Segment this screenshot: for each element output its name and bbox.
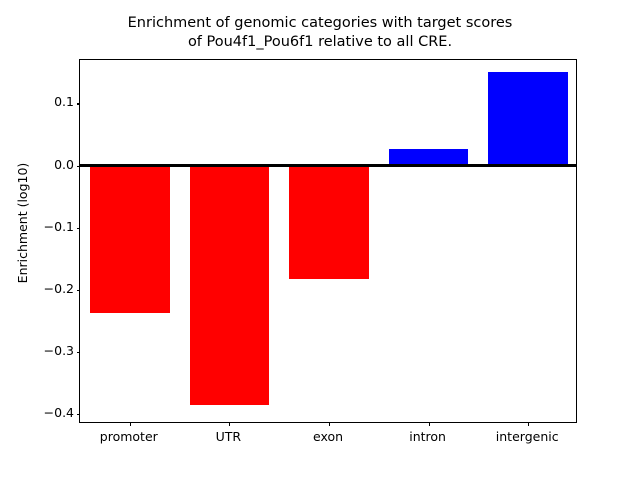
x-tick-mark bbox=[428, 422, 430, 426]
y-tick-label: −0.4 bbox=[43, 405, 74, 421]
x-tick-label-intron: intron bbox=[409, 429, 446, 444]
y-axis-title: Enrichment (log10) bbox=[15, 162, 30, 284]
y-tick-label: 0.1 bbox=[54, 94, 74, 110]
y-tick-label: −0.1 bbox=[43, 218, 74, 234]
y-tick-mark bbox=[76, 351, 80, 354]
y-tick-mark bbox=[76, 165, 80, 167]
x-tick-mark bbox=[329, 422, 331, 426]
x-tick-mark bbox=[129, 422, 131, 426]
zero-reference-line bbox=[80, 164, 576, 167]
plot-area bbox=[80, 60, 576, 422]
y-axis-tick-labels: 0.1 0.0 −0.1 −0.2 −0.3 −0.4 bbox=[0, 0, 74, 480]
y-tick-label: 0.0 bbox=[54, 156, 74, 172]
x-tick-mark bbox=[229, 422, 231, 426]
y-tick-mark bbox=[76, 289, 80, 291]
y-tick-label: −0.2 bbox=[43, 280, 74, 296]
chart-title: Enrichment of genomic categories with ta… bbox=[127, 15, 513, 50]
bar-intron bbox=[388, 149, 469, 166]
x-tick-mark bbox=[528, 422, 530, 426]
x-tick-label-UTR: UTR bbox=[215, 429, 242, 444]
bar-UTR bbox=[189, 165, 270, 406]
x-tick-label-promoter: promoter bbox=[99, 429, 158, 444]
x-axis-tick-labels: promoter UTR exon intron intergenic bbox=[0, 430, 640, 450]
bar-promoter bbox=[89, 165, 170, 314]
y-tick-mark bbox=[76, 414, 80, 416]
y-tick-mark bbox=[76, 227, 80, 229]
x-tick-label-intergenic: intergenic bbox=[495, 429, 559, 444]
plot-frame bbox=[76, 59, 577, 426]
y-tick-mark bbox=[76, 103, 80, 105]
bar-intergenic bbox=[488, 72, 569, 166]
bar-exon bbox=[289, 165, 369, 279]
x-tick-label-exon: exon bbox=[312, 429, 344, 444]
y-tick-label: −0.3 bbox=[43, 342, 74, 358]
